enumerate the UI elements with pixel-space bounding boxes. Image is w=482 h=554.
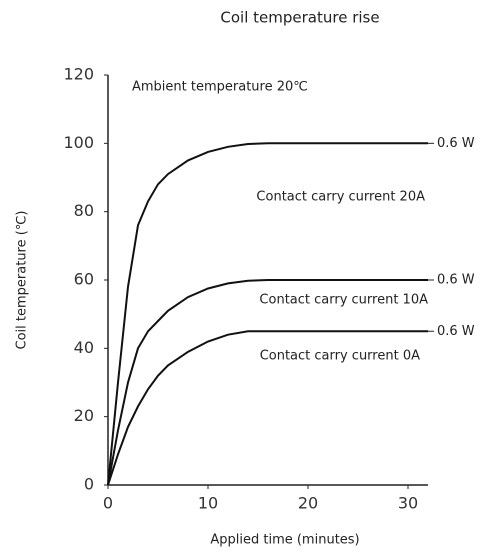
chart-title: Coil temperature rise: [220, 9, 379, 27]
y-tick-label: 80: [74, 201, 94, 220]
series-label: Contact carry current 0A: [260, 349, 420, 364]
series-line: [107, 142, 428, 486]
series-label: Contact carry current 10A: [259, 293, 428, 308]
y-tick-label: 60: [74, 270, 94, 289]
x-tick-label: 20: [298, 494, 318, 513]
end-label: 0.6 W: [437, 273, 475, 288]
end-label: 0.6 W: [437, 136, 475, 151]
annotation: Ambient temperature 20℃: [132, 80, 308, 95]
x-axis-label: Applied time (minutes): [210, 533, 359, 548]
y-tick-label: 20: [74, 406, 94, 425]
y-tick-label: 120: [63, 65, 94, 84]
x-tick-label: 30: [398, 494, 418, 513]
series-line: [107, 330, 428, 486]
y-tick-label: 100: [63, 133, 94, 152]
series-label: Contact carry current 20A: [256, 190, 425, 205]
y-axis-label: Coil temperature (℃): [15, 211, 30, 350]
end-label: 0.6 W: [437, 324, 475, 339]
series-line: [107, 279, 428, 486]
x-tick-label: 10: [198, 494, 218, 513]
y-tick-label: 0: [84, 475, 94, 494]
y-tick-label: 40: [74, 338, 94, 357]
x-tick-label: 0: [103, 494, 113, 513]
